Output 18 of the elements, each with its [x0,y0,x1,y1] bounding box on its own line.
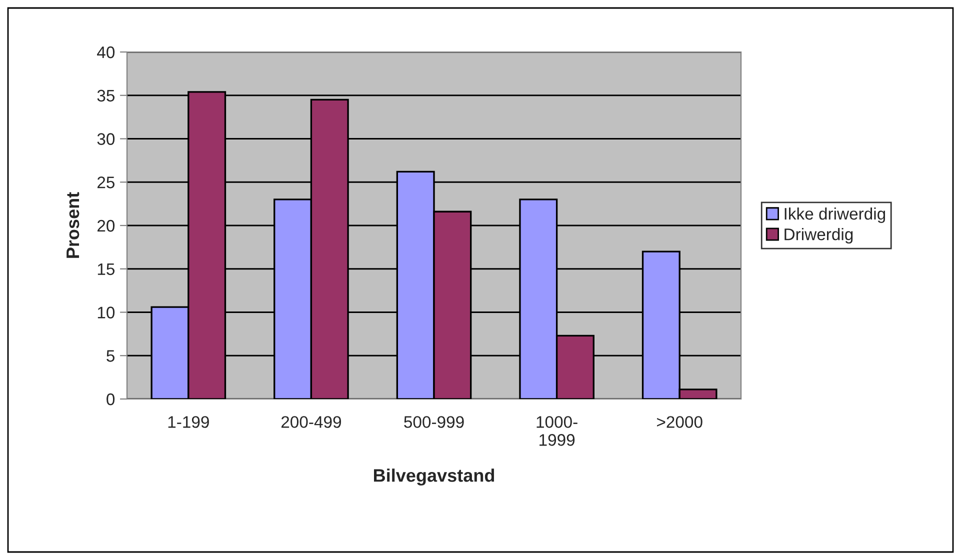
x-tick-label: 1-199 [168,416,209,428]
y-tick-label: 25 [97,176,114,188]
legend-label: Driwerdig [784,228,853,244]
x-tick-label: 200-499 [281,416,341,428]
y-axis-title: Prosent [66,192,80,258]
x-tick-label: 1000- 1999 [536,416,578,446]
x-axis-title: Bilvegavstand [374,468,494,486]
legend-label: Ikke driwerdig [784,207,886,223]
y-tick-label: 20 [97,220,115,232]
y-tick-label: 0 [106,393,115,406]
y-tick-label: 35 [97,90,114,102]
x-tick-label: >2000 [657,416,702,428]
y-tick-label: 10 [98,306,115,318]
y-tick-label: 15 [98,263,114,276]
x-tick-label: 500-999 [404,416,464,428]
y-tick-label: 30 [97,133,115,145]
y-tick-label: 5 [106,350,114,362]
y-tick-label: 40 [97,46,115,58]
